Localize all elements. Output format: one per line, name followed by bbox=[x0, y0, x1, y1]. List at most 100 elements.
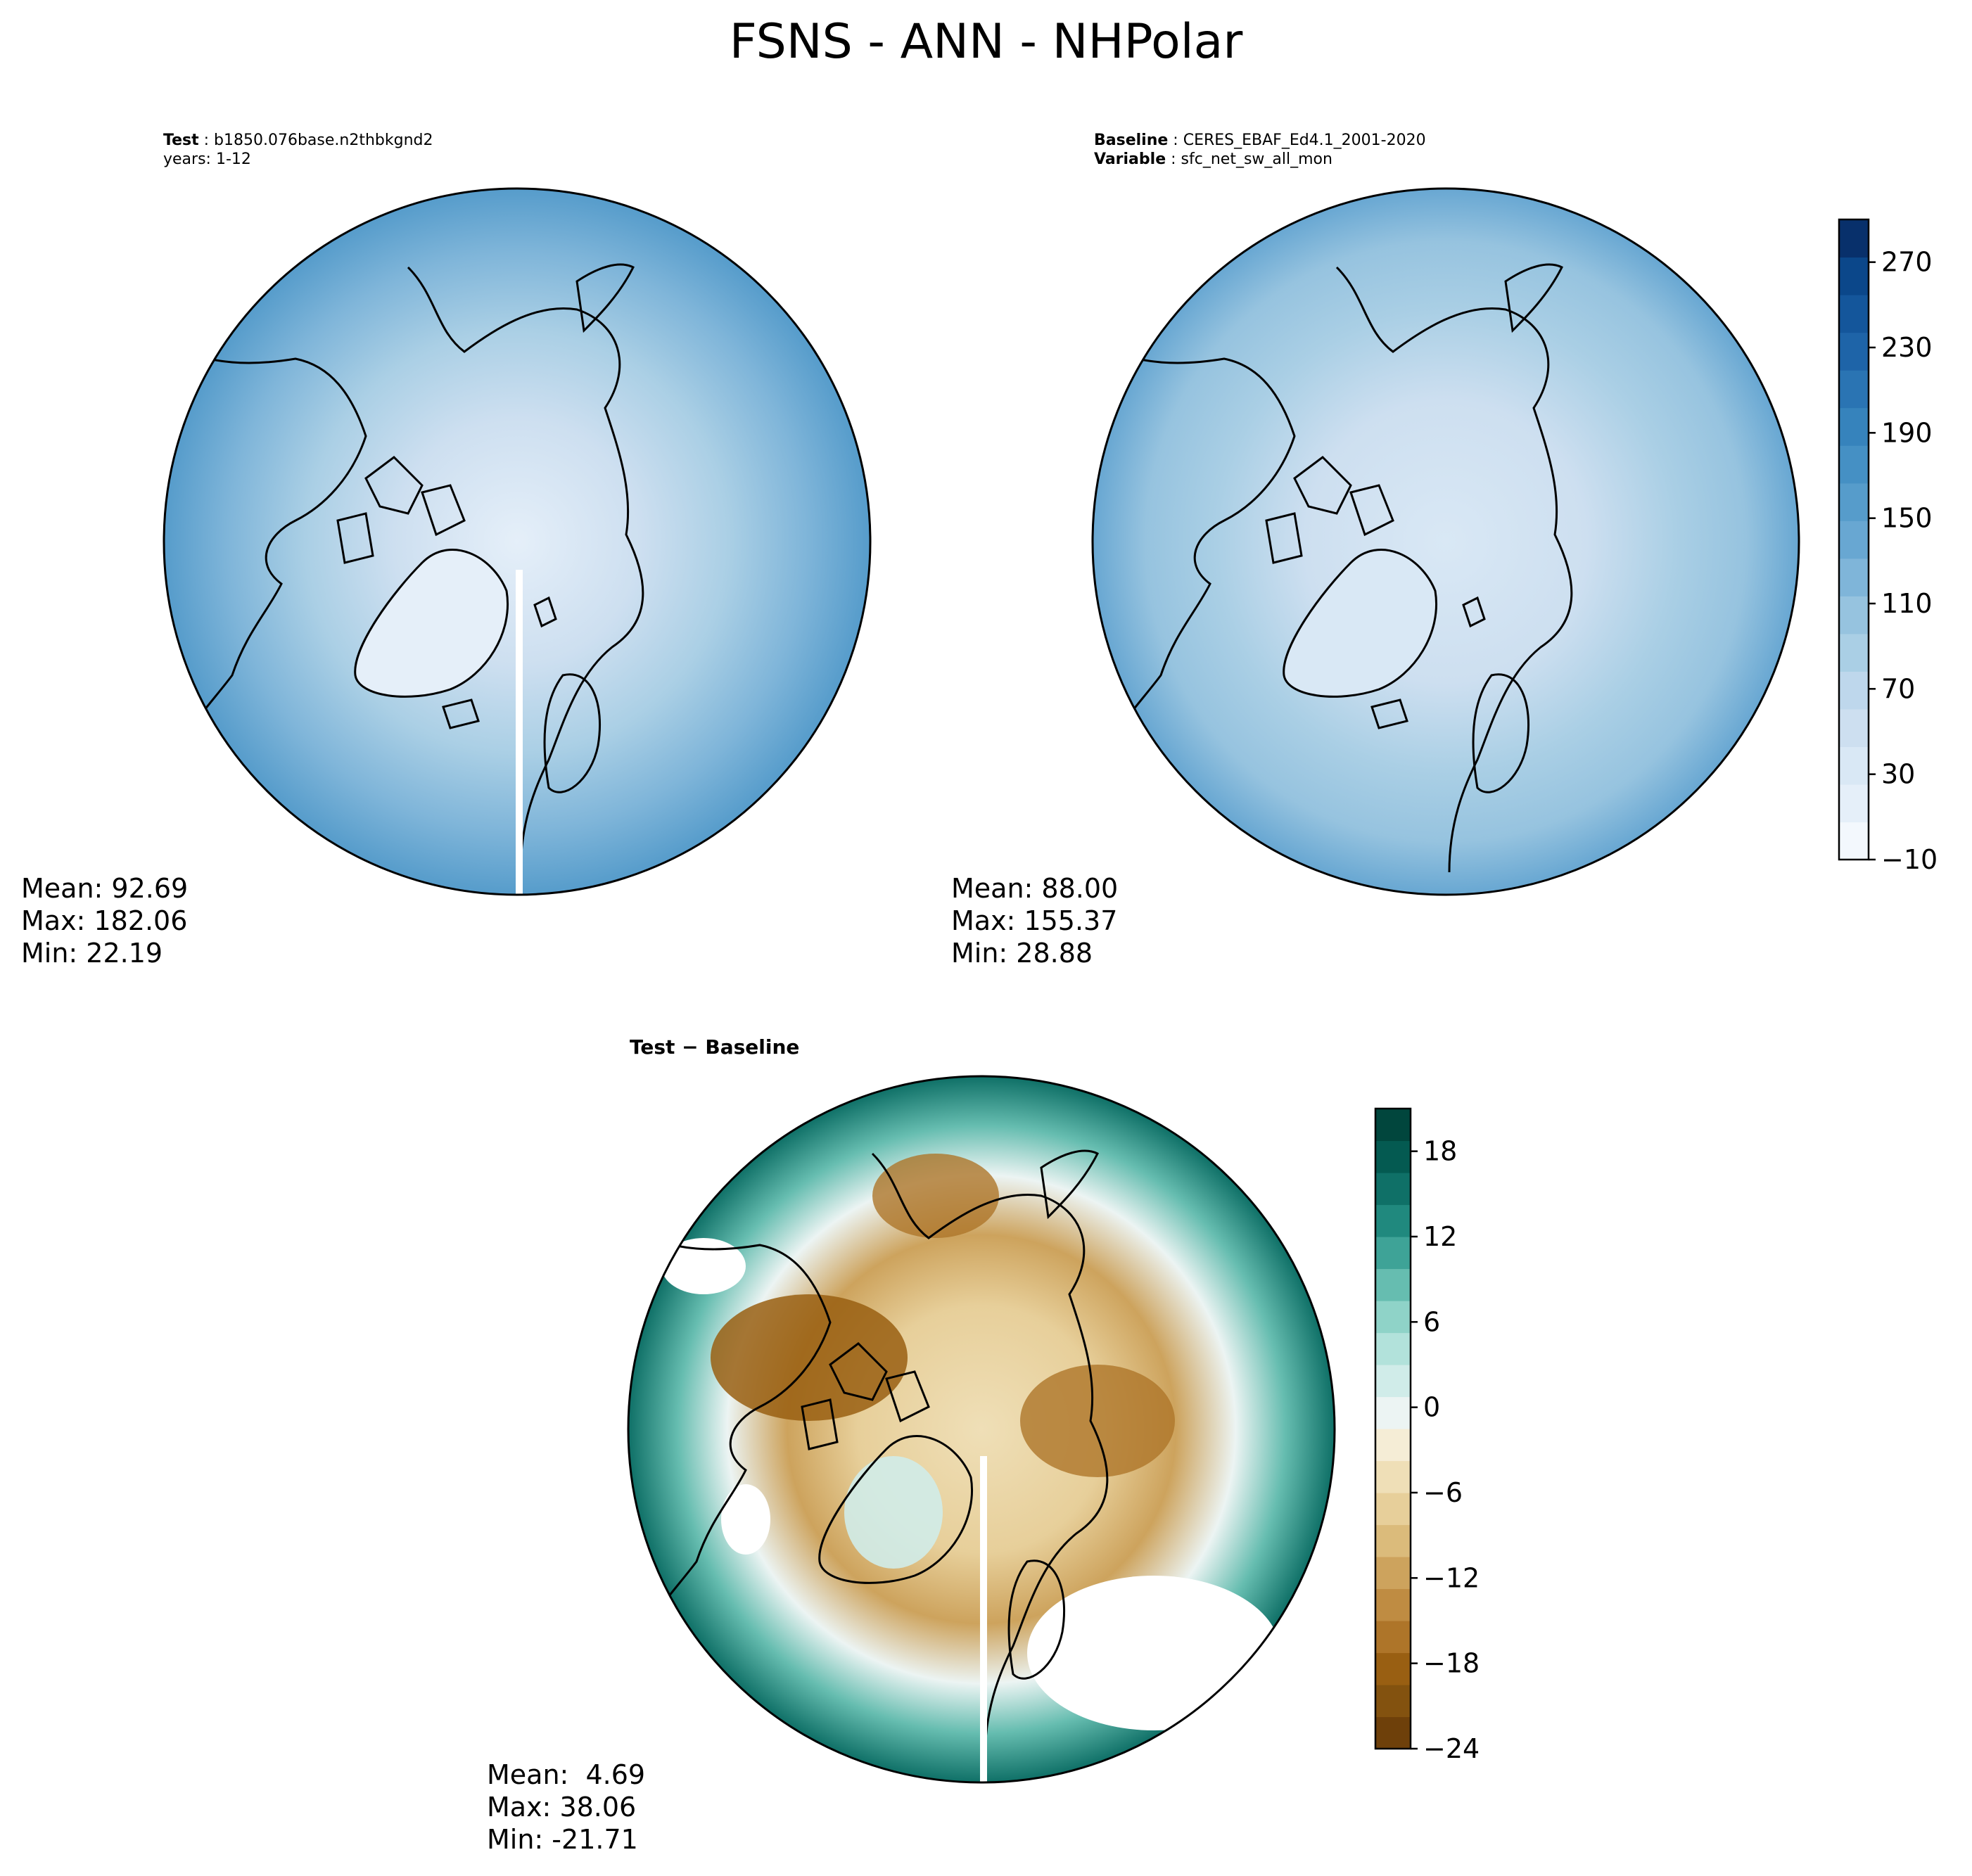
variable-name: sfc_net_sw_all_mon bbox=[1181, 151, 1332, 168]
diff-missing-region bbox=[1027, 1576, 1280, 1730]
test-max: Max: 182.06 bbox=[21, 905, 188, 936]
diff-mean: Mean: 4.69 bbox=[487, 1759, 646, 1790]
diff-negative-patch bbox=[872, 1154, 999, 1238]
baseline-header-label: Baseline bbox=[1094, 132, 1169, 149]
colorbar-fsns-tick-label: 30 bbox=[1881, 759, 1915, 790]
novaya-zemlya-coast bbox=[575, 263, 635, 333]
colorbar-diff-tick-label: 6 bbox=[1423, 1306, 1440, 1337]
archipelago-coast bbox=[1265, 456, 1394, 564]
test-map-boundary bbox=[163, 187, 872, 896]
colorbar-diff-color-band bbox=[1375, 1173, 1411, 1206]
colorbar-diff-color-band bbox=[1375, 1429, 1411, 1462]
variable-label: Variable bbox=[1094, 151, 1166, 168]
colorbar-fsns-color-band bbox=[1839, 671, 1869, 710]
colorbar-fsns-color-band bbox=[1839, 822, 1869, 860]
test-map-coastlines bbox=[167, 263, 644, 895]
colorbar-fsns-frame bbox=[1838, 218, 1870, 861]
diff-map bbox=[627, 1075, 1336, 1784]
diff-map-boundary bbox=[627, 1075, 1336, 1784]
colorbar-diff-color-band bbox=[1375, 1652, 1411, 1685]
colorbar-diff-color-band bbox=[1375, 1268, 1411, 1301]
scandinavia-coast bbox=[543, 673, 602, 793]
diff-max: Max: 38.06 bbox=[487, 1792, 637, 1823]
colorbar-fsns-color-band bbox=[1839, 558, 1869, 596]
colorbar-fsns-color-band bbox=[1839, 708, 1869, 748]
colorbar-fsns-tick-label: 270 bbox=[1881, 247, 1933, 278]
colorbar-fsns-color-band bbox=[1839, 219, 1869, 258]
colorbar-diff-color-band bbox=[1375, 1332, 1411, 1365]
test-map bbox=[163, 187, 872, 896]
greenland-coast bbox=[354, 549, 509, 698]
colorbar-diff-color-band bbox=[1375, 1716, 1411, 1749]
north-america-coast bbox=[632, 1230, 832, 1654]
diff-map-coastlines bbox=[632, 1149, 1109, 1782]
test-min: Min: 22.19 bbox=[21, 938, 163, 969]
diff-missing-region bbox=[661, 1238, 746, 1294]
colorbar-diff-color-band bbox=[1375, 1140, 1411, 1173]
colorbar-diff-frame bbox=[1374, 1107, 1412, 1750]
baseline-map-boundary bbox=[1091, 187, 1800, 896]
colorbar-diff-tick-label: −18 bbox=[1423, 1648, 1480, 1679]
colorbar-diff-color-band bbox=[1375, 1685, 1411, 1718]
colorbar-fsns-color-band bbox=[1839, 370, 1869, 409]
colorbar-fsns: −10 30 70 110 150 190 230 270 bbox=[1838, 218, 1938, 875]
diff-negative-patch bbox=[1020, 1365, 1175, 1477]
colorbar-diff-tick-label: −12 bbox=[1423, 1562, 1480, 1593]
colorbar-diff-color-band bbox=[1375, 1109, 1411, 1142]
colorbar-diff-color-band bbox=[1375, 1301, 1411, 1334]
baseline-max: Max: 155.37 bbox=[951, 905, 1118, 936]
novaya-zemlya-coast bbox=[1040, 1149, 1100, 1220]
baseline-map-field bbox=[1093, 189, 1799, 895]
greenland-coast bbox=[818, 1435, 973, 1584]
test-header: Test : b1850.076base.n2thbkgnd2 years: 1… bbox=[163, 132, 433, 168]
colorbar-fsns-color-band bbox=[1839, 633, 1869, 672]
baseline-stats: Mean: 88.00 Max: 155.37 Min: 28.88 bbox=[951, 872, 1118, 969]
colorbar-diff: −24 −18 −12 −6 0 6 12 18 bbox=[1374, 1107, 1480, 1764]
colorbar-diff-tick-label: −6 bbox=[1423, 1477, 1463, 1508]
diff-positive-patch bbox=[844, 1456, 943, 1569]
diff-map-patches bbox=[661, 1154, 1280, 1730]
colorbar-diff-color-band bbox=[1375, 1493, 1411, 1526]
diff-title: Test − Baseline bbox=[630, 1035, 800, 1059]
test-years: years: 1-12 bbox=[163, 151, 251, 168]
iceland-coast bbox=[1370, 698, 1408, 729]
colorbar-diff-color-band bbox=[1375, 1557, 1411, 1590]
diff-seam bbox=[980, 1456, 987, 1782]
colorbar-diff-color-band bbox=[1375, 1237, 1411, 1270]
colorbar-diff-tick-label: 18 bbox=[1423, 1136, 1457, 1167]
scandinavia-coast bbox=[1472, 673, 1530, 793]
colorbar-diff-color-band bbox=[1375, 1204, 1411, 1237]
colorbar-fsns-tick-label: 150 bbox=[1881, 503, 1933, 534]
eurasia-coast bbox=[1335, 266, 1573, 873]
diff-stats: Mean: 4.69 Max: 38.06 Min: -21.71 bbox=[487, 1759, 645, 1856]
svalbard-coast bbox=[533, 596, 557, 628]
greenland-coast bbox=[1283, 549, 1437, 698]
colorbar-fsns-color-band bbox=[1839, 483, 1869, 521]
colorbar-fsns-color-band bbox=[1839, 746, 1869, 785]
colorbar-diff-tick-label: 12 bbox=[1423, 1221, 1457, 1252]
colorbar-fsns-tick-label: 110 bbox=[1881, 588, 1933, 619]
colorbar-diff-color-band bbox=[1375, 1460, 1411, 1493]
test-seam bbox=[516, 570, 523, 895]
colorbar-fsns-tick-label: 230 bbox=[1881, 332, 1933, 363]
diff-min: Min: -21.71 bbox=[487, 1824, 638, 1855]
colorbar-fsns-color-band bbox=[1839, 332, 1869, 371]
baseline-min: Min: 28.88 bbox=[951, 938, 1093, 969]
colorbar-fsns-tick-label: 190 bbox=[1881, 417, 1933, 448]
north-america-coast bbox=[1096, 343, 1296, 767]
diff-missing-region bbox=[721, 1484, 770, 1555]
colorbar-diff-color-band bbox=[1375, 1365, 1411, 1398]
colorbar-diff-tick-label: −24 bbox=[1423, 1733, 1480, 1764]
baseline-map bbox=[1091, 187, 1800, 896]
colorbar-fsns-color-band bbox=[1839, 596, 1869, 634]
colorbar-fsns-color-band bbox=[1839, 521, 1869, 559]
baseline-mean: Mean: 88.00 bbox=[951, 873, 1119, 904]
colorbar-fsns-color-band bbox=[1839, 295, 1869, 333]
colorbar-fsns-tick-label: −10 bbox=[1881, 844, 1938, 875]
baseline-map-coastlines bbox=[1096, 263, 1573, 873]
diff-negative-patch bbox=[711, 1294, 908, 1421]
eurasia-coast bbox=[871, 1152, 1109, 1759]
test-stats: Mean: 92.69 Max: 182.06 Min: 22.19 bbox=[21, 872, 188, 969]
colorbar-diff-color-band bbox=[1375, 1524, 1411, 1557]
